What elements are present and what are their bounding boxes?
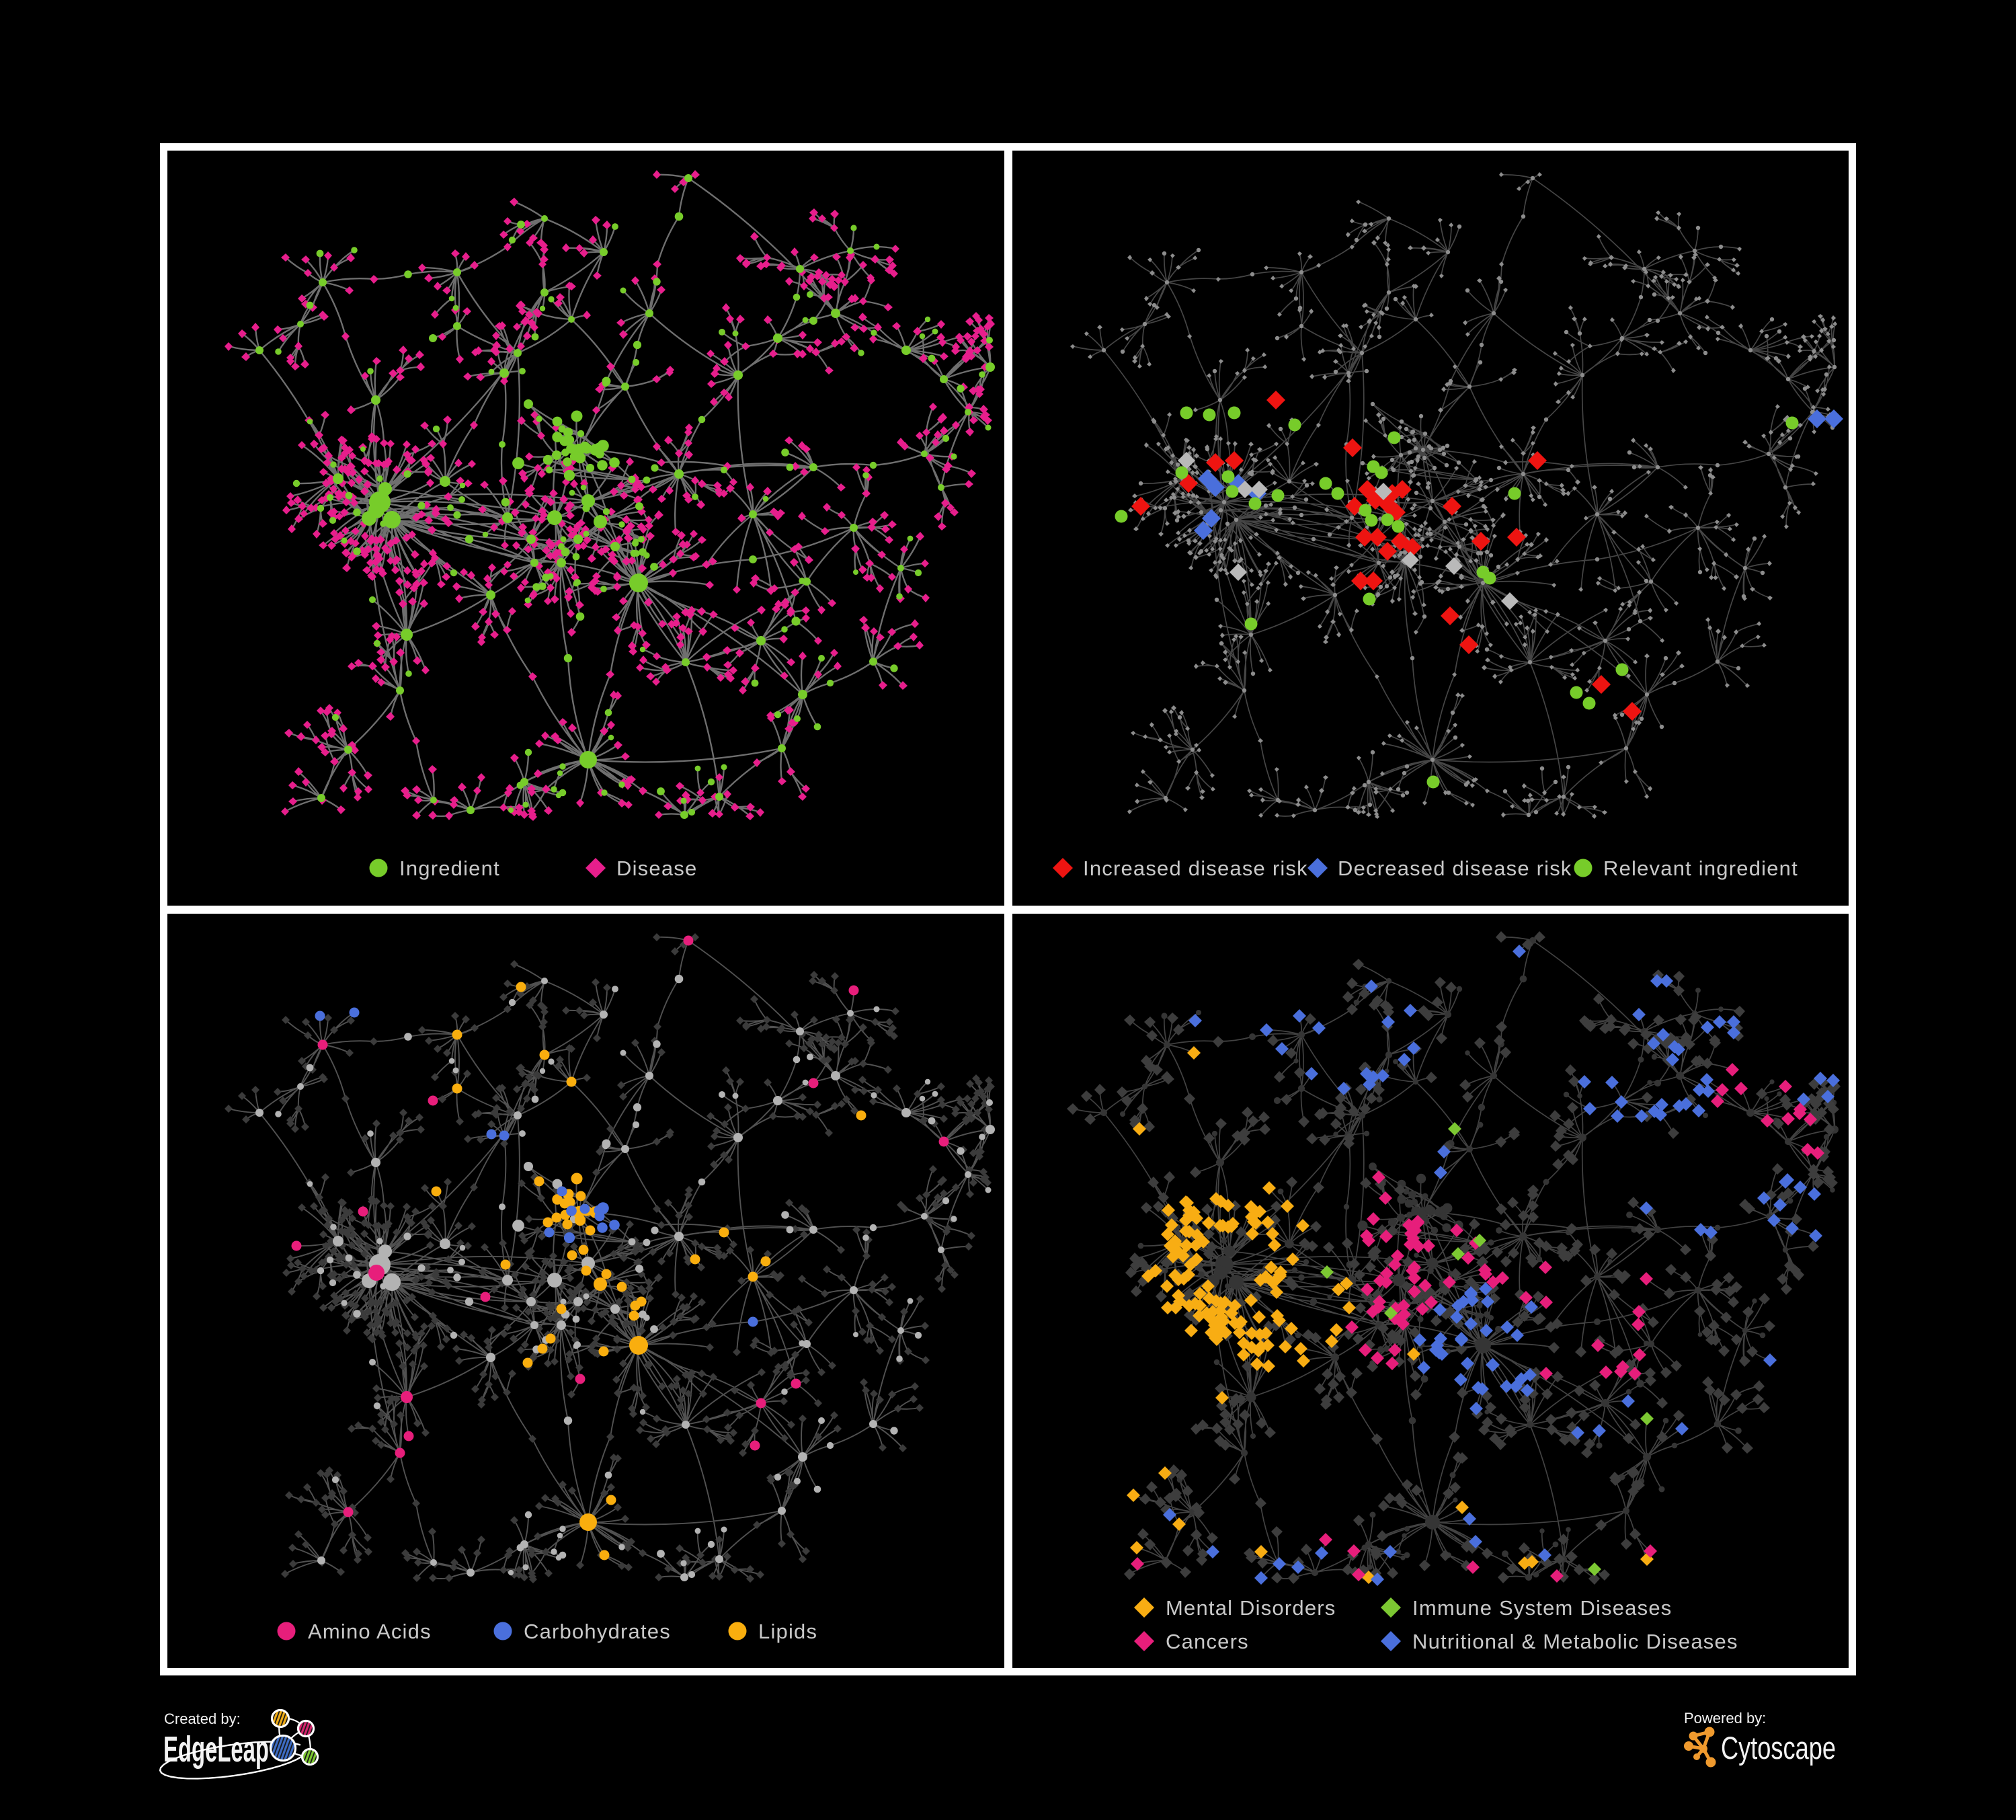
svg-text:Created by:: Created by: [164,1710,241,1727]
svg-text:EdgeLeap: EdgeLeap [163,1729,269,1770]
svg-text:Disease: Disease [616,857,697,880]
svg-text:Mental Disorders: Mental Disorders [1166,1596,1336,1620]
svg-text:Lipids: Lipids [758,1620,817,1643]
svg-text:Powered by:: Powered by: [1684,1710,1766,1727]
svg-text:Cytoscape: Cytoscape [1721,1730,1836,1766]
svg-text:Carbohydrates: Carbohydrates [524,1620,671,1643]
svg-text:Ingredient: Ingredient [399,857,500,880]
svg-text:Decreased disease risk: Decreased disease risk [1338,857,1572,880]
svg-text:Increased disease risk: Increased disease risk [1083,857,1308,880]
svg-text:Immune System Diseases: Immune System Diseases [1412,1596,1672,1620]
svg-text:Relevant ingredient: Relevant ingredient [1603,857,1798,880]
svg-text:Nutritional & Metabolic Diseas: Nutritional & Metabolic Diseases [1412,1630,1738,1653]
svg-text:Amino Acids: Amino Acids [308,1620,432,1643]
svg-text:Cancers: Cancers [1166,1630,1249,1653]
